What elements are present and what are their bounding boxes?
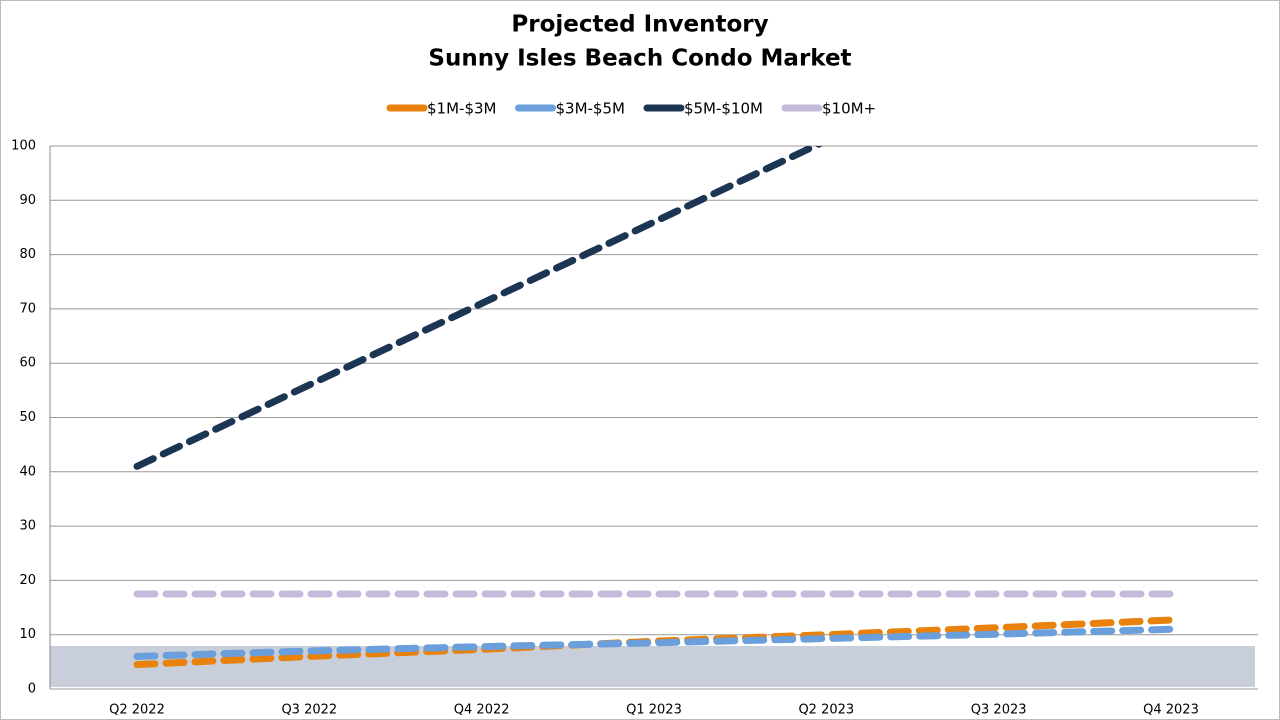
y-tick-label: 100 <box>11 139 36 154</box>
x-tick-label: Q4 2022 <box>454 703 510 718</box>
legend-item: $10M+ <box>781 100 876 118</box>
legend-item: $1M-$3M <box>386 100 496 118</box>
x-tick-label: Q1 2023 <box>626 703 682 718</box>
y-tick-label: 50 <box>19 410 36 425</box>
series-line <box>133 625 1175 660</box>
labels: 0 10 20 30 40 50 60 70 80 90 100 Q2 2022 Q3 2022 Q4 2… <box>11 100 1199 718</box>
y-tick-label: 90 <box>19 193 36 208</box>
x-tick-label: Q4 2023 <box>1143 703 1199 718</box>
legend-label: $1M-$3M <box>427 100 496 118</box>
chart-title: Projected Inventory <box>511 12 768 38</box>
y-tick-label: 0 <box>28 682 36 697</box>
series-line <box>133 146 824 470</box>
y-tick-label: 80 <box>19 247 36 262</box>
legend-label: $10M+ <box>822 100 876 118</box>
series-line <box>133 616 1175 669</box>
legend-label: $5M-$10M <box>684 100 763 118</box>
y-tick-label: 40 <box>19 464 36 479</box>
legend-item: $5M-$10M <box>643 100 763 118</box>
y-tick-label: 20 <box>19 573 36 588</box>
chart-subtitle: Sunny Isles Beach Condo Market <box>428 46 851 72</box>
y-tick-label: 70 <box>19 301 36 316</box>
x-tick-label: Q3 2023 <box>971 703 1027 718</box>
y-tick-label: 60 <box>19 356 36 371</box>
x-tick-label: Q2 2022 <box>109 703 165 718</box>
grid <box>49 145 1258 690</box>
plot-lines <box>133 146 1175 669</box>
x-tick-label: Q2 2023 <box>798 703 854 718</box>
y-tick-label: 10 <box>19 627 36 642</box>
legend-item: $3M-$5M <box>514 100 625 118</box>
x-tick-label: Q3 2022 <box>281 703 337 718</box>
y-tick-label: 30 <box>19 519 36 534</box>
legend-label: $3M-$5M <box>555 100 624 118</box>
